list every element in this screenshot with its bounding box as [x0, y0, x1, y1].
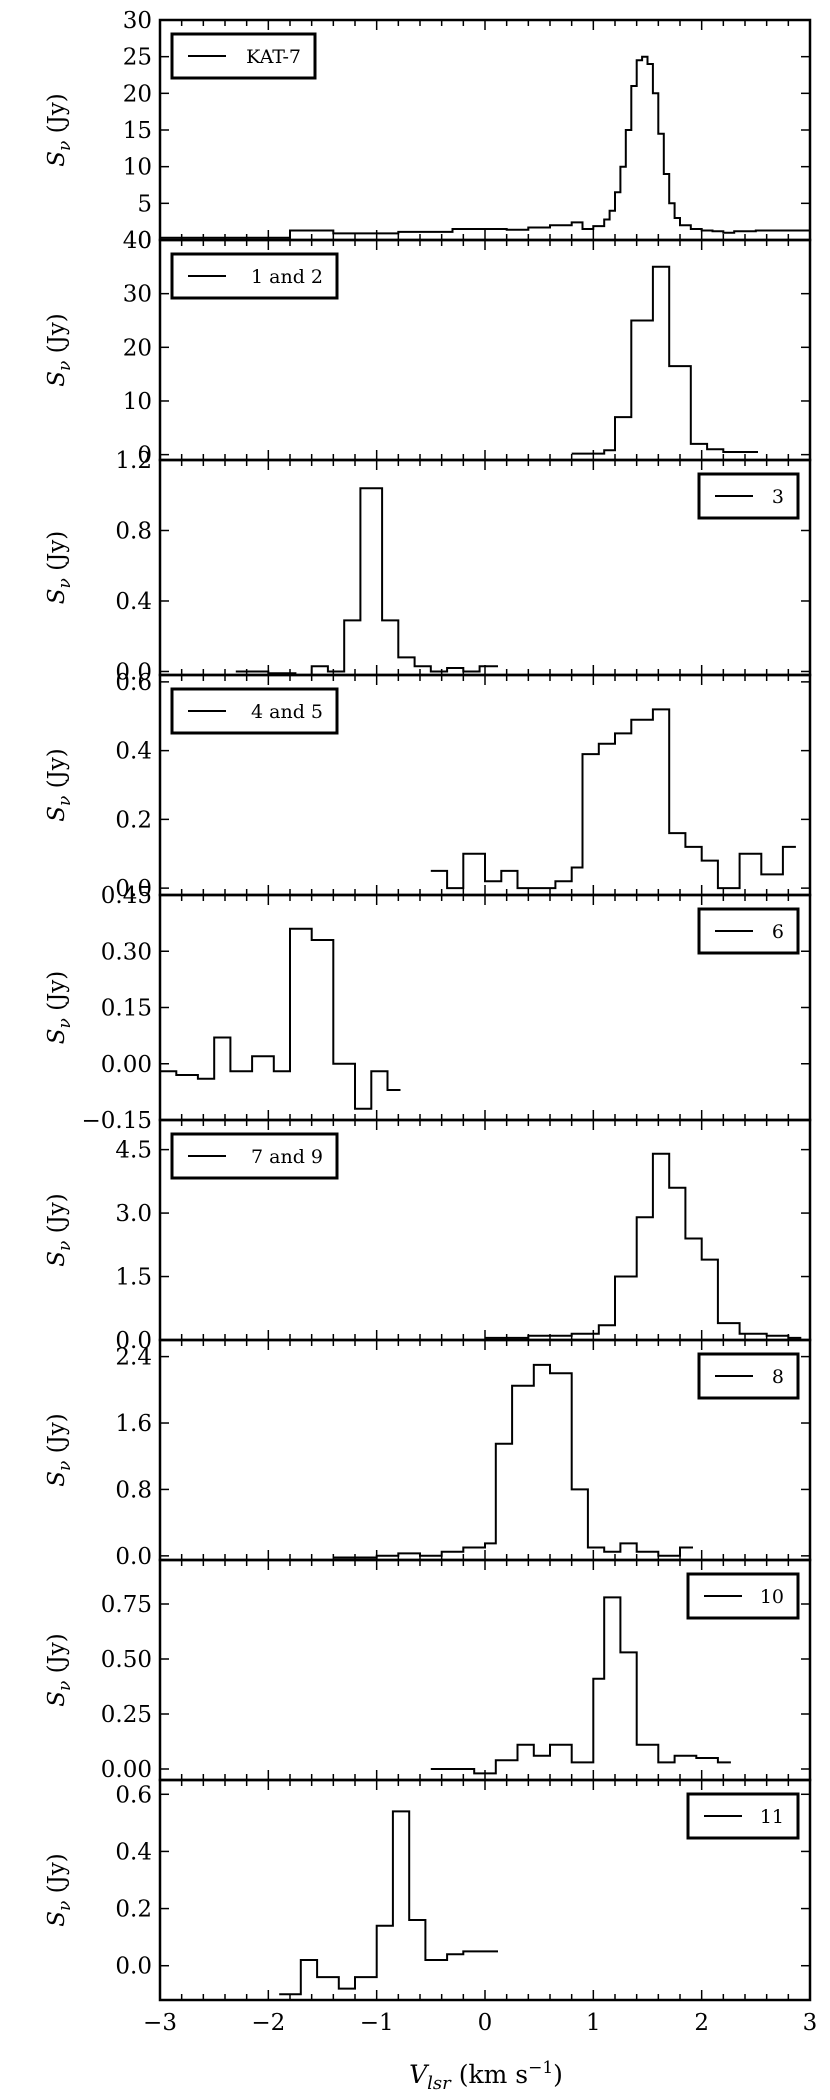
panel-8: 0.00 0.25 0.50 0.75 Sν (Jy) 10 [44, 1558, 812, 1783]
y-tick-label: 5 [137, 191, 152, 217]
x-axis-label: Vlsr (km s−1) [409, 2058, 563, 2094]
y-tick-label: 3.0 [115, 1201, 152, 1227]
y-tick-label: 20 [123, 335, 152, 361]
y-axis-label: Sν (Jy) [44, 313, 75, 387]
y-tick-label: 0.0 [115, 1544, 152, 1570]
y-tick-label: 4.5 [115, 1138, 152, 1164]
legend-label: 3 [772, 486, 784, 508]
y-axis-label: Sν (Jy) [44, 1413, 75, 1487]
y-tick-label: 0.45 [101, 883, 152, 909]
y-tick-label: 30 [123, 282, 152, 308]
panel-9: 0.0 0.2 0.4 0.6 Sν (Jy) 11 −3 −2 −1 0 1 2 3 [44, 1778, 818, 2036]
y-axis-label: Sν (Jy) [44, 971, 75, 1045]
y-axis-label: Sν (Jy) [44, 531, 75, 605]
panel-3: 0.0 0.4 0.8 1.2 Sν (Jy) 3 [44, 448, 812, 685]
spectrum-line [333, 1363, 693, 1559]
y-tick-label: 0.4 [115, 589, 152, 615]
y-tick-label: −0.15 [82, 1108, 152, 1134]
x-tick-label: 3 [803, 2010, 818, 2036]
x-tick-label: 2 [694, 2010, 709, 2036]
legend-label: 7 and 9 [251, 1146, 323, 1168]
x-tick-label: −2 [251, 2010, 285, 2036]
y-tick-label: 0.0 [115, 1328, 152, 1354]
y-tick-label: 0 [137, 228, 152, 254]
y-tick-label: 0.0 [115, 876, 152, 902]
y-tick-label: 0.6 [115, 1782, 152, 1808]
y-axis-label: Sν (Jy) [44, 748, 75, 822]
x-tick-label: −1 [360, 2010, 394, 2036]
spectrum-line [430, 708, 796, 890]
y-tick-label: 0.2 [115, 1897, 152, 1923]
y-tick-label: 0.50 [101, 1647, 152, 1673]
legend-box [170, 687, 339, 735]
legend-label: 6 [772, 921, 784, 943]
y-tick-label: 15 [123, 118, 152, 144]
panel-2: 0 10 20 30 40 Sν (Jy) 1 and 2 [44, 228, 812, 469]
y-tick-label: 0.25 [101, 1702, 152, 1728]
spectrum-line [160, 55, 810, 239]
x-tick-label: −3 [143, 2010, 177, 2036]
y-tick-label: 0 [137, 443, 152, 469]
y-tick-label: 0.75 [101, 1592, 152, 1618]
spectrum-line [279, 1810, 498, 1996]
spectrum-line [235, 487, 498, 676]
x-tick-label: 0 [478, 2010, 493, 2036]
y-tick-label: 2.4 [115, 1345, 152, 1371]
y-tick-label: 20 [123, 81, 152, 107]
y-tick-label: 0.8 [115, 518, 152, 544]
y-tick-label: 0.4 [115, 1839, 152, 1865]
legend-label: 4 and 5 [251, 701, 323, 723]
y-axis-label: Sν (Jy) [44, 93, 75, 167]
panel-5: −0.15 0.00 0.15 0.30 0.45 Sν (Jy) 6 [44, 883, 812, 1134]
y-tick-label: 0.8 [115, 1477, 152, 1503]
y-tick-label: 0.15 [101, 996, 152, 1022]
legend-label: 11 [760, 1806, 784, 1828]
panel-4: 0.0 0.2 0.4 0.6 Sν (Jy) 4 and 5 [44, 670, 812, 902]
y-axis-label: Sν (Jy) [44, 1853, 75, 1927]
y-tick-label: 0.00 [101, 1052, 152, 1078]
y-tick-label: 1.2 [115, 448, 152, 474]
x-tick-label: 1 [586, 2010, 601, 2036]
y-tick-label: 0.2 [115, 807, 152, 833]
y-tick-label: 1.6 [115, 1411, 152, 1437]
y-tick-label: 0.0 [115, 1954, 152, 1980]
y-tick-label: 30 [123, 8, 152, 34]
y-tick-label: 0.00 [101, 1757, 152, 1783]
y-tick-label: 10 [123, 155, 152, 181]
spectrum-line [571, 265, 758, 455]
y-tick-label: 0.0 [115, 659, 152, 685]
legend-label: 1 and 2 [251, 266, 323, 288]
spectrum-line [430, 1596, 731, 1775]
legend-label: KAT-7 [246, 46, 301, 68]
spectrum-line [160, 927, 401, 1110]
y-tick-label: 1.5 [115, 1265, 152, 1291]
y-tick-label: 0.6 [115, 670, 152, 696]
y-tick-label: 25 [123, 45, 152, 71]
y-tick-label: 0.30 [101, 939, 152, 965]
y-tick-label: 0.4 [115, 739, 152, 765]
y-tick-label: 40 [123, 228, 152, 254]
panel-6: 0.0 1.5 3.0 4.5 Sν (Jy) 7 and 9 [44, 1118, 812, 1354]
panel-7: 0.0 0.8 1.6 2.4 Sν (Jy) 8 [44, 1338, 812, 1570]
spectrum-line [485, 1152, 802, 1339]
legend-label: 10 [760, 1586, 784, 1608]
legend-label: 8 [772, 1366, 784, 1388]
y-tick-label: 10 [123, 389, 152, 415]
y-axis-label: Sν (Jy) [44, 1633, 75, 1707]
y-axis-label: Sν (Jy) [44, 1193, 75, 1267]
panel-1: 0 5 10 15 20 25 30 Sν (Jy) KAT-7 [44, 8, 812, 254]
